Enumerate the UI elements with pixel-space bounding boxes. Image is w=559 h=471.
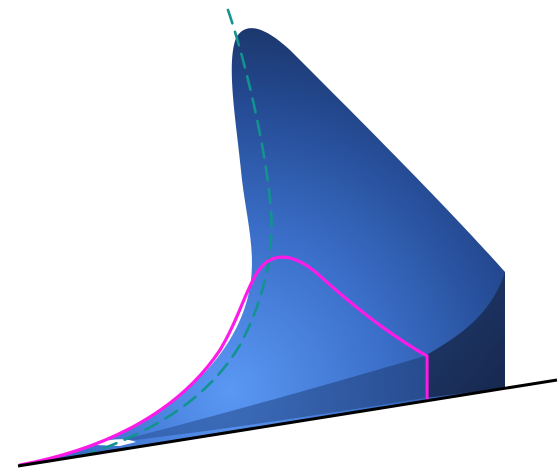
surface-body <box>20 28 505 465</box>
teal-dashed-curve <box>80 8 273 458</box>
surface-front-face <box>110 356 425 443</box>
baseline <box>17 378 558 468</box>
surface-side-face <box>425 272 505 398</box>
magenta-curve <box>18 255 429 467</box>
